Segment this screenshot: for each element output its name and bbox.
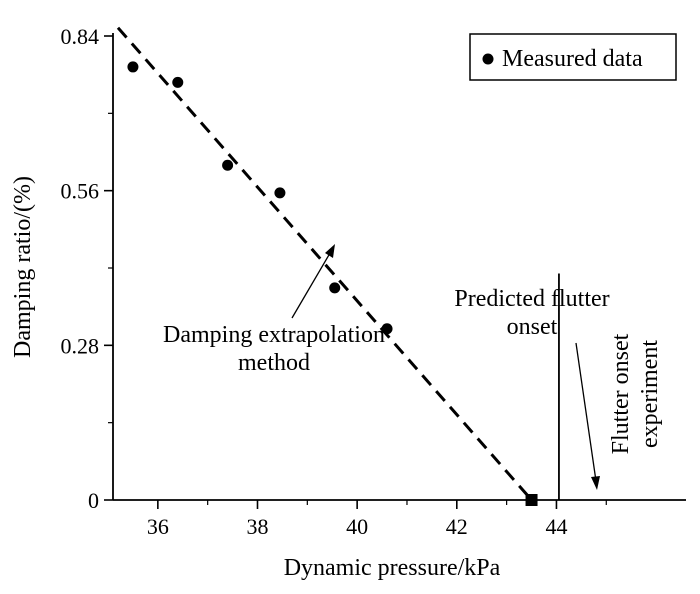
ticks-layer: 36 38 40 42 44 0 0.28 0.56 0.84 [61,24,607,539]
experiment-label-line1: Flutter onset [608,333,634,454]
predicted-label-line2: onset [507,314,558,340]
measured-point [222,159,234,171]
experiment-label-line2: experiment [637,340,663,448]
legend-label: Measured data [502,46,643,72]
predicted-label-line1: Predicted flutter [454,286,609,312]
measured-point [274,187,286,199]
y-axis-title: Damping ratio/(%) [10,176,36,358]
legend-marker [482,53,494,65]
x-tick-label: 40 [346,514,368,539]
legend-box [469,33,677,81]
x-tick-label: 44 [545,514,567,539]
measured-point [329,282,341,294]
measured-point [172,76,184,88]
predicted-onset-marker [525,494,538,506]
y-tick-label: 0.84 [61,24,100,49]
extrapolation-arrowhead [325,244,335,258]
extrapolation-arrow-line [291,247,334,319]
extrapolation-label-line2: method [238,350,310,376]
x-tick-label: 42 [446,514,468,539]
predicted-arrow-line [575,342,597,482]
marks-layer [116,26,560,506]
x-tick-label: 38 [246,514,268,539]
y-tick-label: 0.28 [61,333,100,358]
x-axis-title: Dynamic pressure/kPa [284,555,501,581]
measured-point [381,323,393,335]
extrapolation-label-line1: Damping extrapolation [163,322,385,348]
measured-point [127,61,139,73]
predicted-arrowhead [591,476,600,490]
y-tick-label: 0 [88,488,99,513]
y-tick-label: 0.56 [61,179,100,204]
x-tick-label: 36 [147,514,169,539]
legend: Measured data [469,33,677,81]
extrapolation-dashed-line [116,26,533,501]
